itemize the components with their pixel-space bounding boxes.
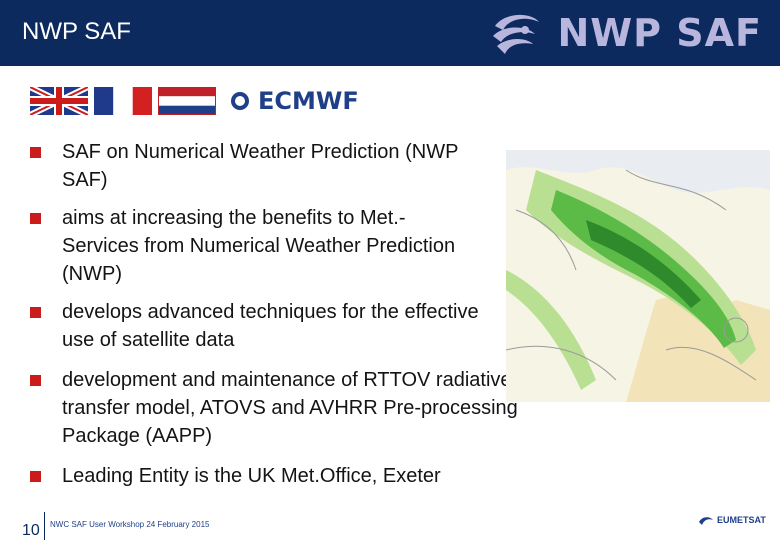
- weather-forecast-map: [506, 150, 770, 402]
- swirl-icon: [493, 14, 540, 54]
- eumetsat-logo: EUMETSAT: [698, 514, 766, 526]
- brand-text: NWP SAF: [557, 11, 762, 55]
- netherlands-flag-icon: [158, 87, 216, 115]
- ecmwf-text: ECMWF: [258, 87, 359, 115]
- france-flag-icon: [94, 87, 152, 115]
- bullet-marker-icon: [30, 307, 41, 318]
- bullet-item: aims at increasing the benefits to Met.-…: [30, 204, 530, 288]
- ecmwf-symbol-icon: [231, 92, 249, 110]
- bullet-text: development and maintenance of RTTOV rad…: [62, 369, 518, 447]
- slide-title: NWP SAF: [22, 18, 131, 45]
- footer-divider: [44, 512, 45, 540]
- bullet-marker-icon: [30, 213, 41, 224]
- partner-logos: ECMWF: [30, 87, 359, 115]
- bullet-item: develops advanced techniques for the eff…: [30, 298, 530, 354]
- bullet-text: SAF on Numerical Weather Prediction (NWP…: [62, 141, 459, 191]
- bullet-marker-icon: [30, 147, 41, 158]
- eumetsat-symbol-icon: [699, 517, 713, 525]
- bullet-text: develops advanced techniques for the eff…: [62, 301, 479, 351]
- eumetsat-text: EUMETSAT: [717, 515, 766, 525]
- uk-flag-icon: [30, 87, 88, 115]
- bullet-item: Leading Entity is the UK Met.Office, Exe…: [30, 462, 530, 490]
- bullet-text: aims at increasing the benefits to Met.-…: [62, 207, 456, 285]
- footer-text: NWC SAF User Workshop 24 February 2015: [50, 520, 210, 529]
- header-bar: NWP SAF NWP SAF: [0, 0, 780, 66]
- bullet-item: SAF on Numerical Weather Prediction (NWP…: [30, 138, 530, 194]
- bullet-item: development and maintenance of RTTOV rad…: [30, 366, 530, 450]
- slide-number: 10: [22, 522, 40, 539]
- ecmwf-logo: ECMWF: [226, 87, 359, 115]
- bullet-marker-icon: [30, 375, 41, 386]
- nwp-saf-logo: NWP SAF: [487, 6, 762, 60]
- bullet-marker-icon: [30, 471, 41, 482]
- bullet-text: Leading Entity is the UK Met.Office, Exe…: [62, 465, 441, 487]
